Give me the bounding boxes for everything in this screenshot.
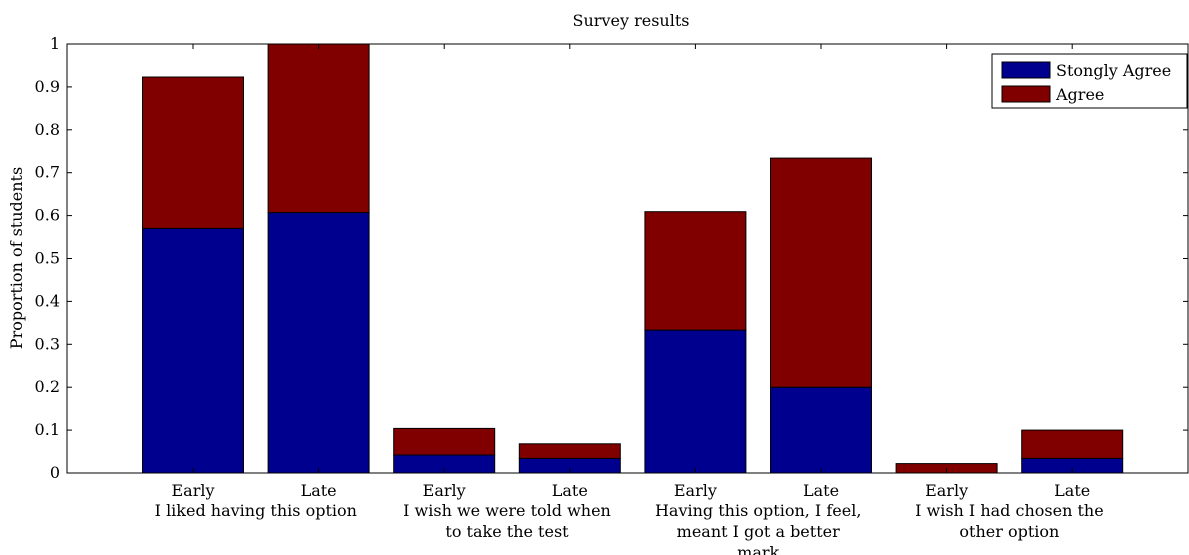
y-tick-label: 0.5 xyxy=(35,249,60,268)
y-tick-label: 0 xyxy=(50,463,60,482)
bar-strongly-agree-4 xyxy=(644,329,747,474)
y-axis-label: Proportion of students xyxy=(7,167,26,349)
group-label-line: I wish we were told when xyxy=(403,501,611,520)
bar-agree-0 xyxy=(142,76,244,229)
legend-label: Stongly Agree xyxy=(1056,61,1171,80)
x-tick-label: Early xyxy=(171,481,214,500)
bar-agree-3 xyxy=(518,443,621,459)
x-tick-label: Late xyxy=(803,481,839,500)
bar-strongly-agree-5 xyxy=(770,386,872,474)
y-tick-label: 0.4 xyxy=(35,291,60,310)
group-label: Having this option, I feel, meant I got a… xyxy=(655,501,861,555)
group-label-line: to take the test xyxy=(445,522,569,541)
group-label-line: meant I got a better xyxy=(677,522,840,541)
bar-agree-5 xyxy=(770,157,872,388)
group-label-line: I wish I had chosen the xyxy=(915,501,1104,520)
y-tick-label: 0.1 xyxy=(35,420,60,439)
group-label: I wish we were told when to take the test xyxy=(403,501,611,541)
y-tick-label: 0.2 xyxy=(35,377,60,396)
bar-agree-7 xyxy=(1021,429,1124,459)
group-label-line: Having this option, I feel, xyxy=(655,501,861,520)
group-label: I wish I had chosen the other option xyxy=(915,501,1104,541)
group-label-line: I liked having this option xyxy=(155,501,357,520)
x-tick-label: Late xyxy=(1054,481,1090,500)
x-tick-label: Early xyxy=(925,481,968,500)
chart-title: Survey results xyxy=(573,11,690,30)
group-label-line: mark xyxy=(737,543,779,555)
y-axis-ticks: 0 0.1 0.2 0.3 0.4 0.5 0.6 0.7 0.8 0.9 1 xyxy=(35,34,1188,482)
x-tick-label: Early xyxy=(423,481,466,500)
y-tick-label: 0.3 xyxy=(35,334,60,353)
legend-swatch xyxy=(1001,61,1051,79)
y-tick-label: 0.8 xyxy=(35,120,60,139)
legend-swatch xyxy=(1001,85,1051,103)
y-tick-label: 1 xyxy=(50,34,60,53)
bar-strongly-agree-1 xyxy=(267,212,370,474)
x-axis-ticks: Early Late Early Late Early Late Early Late xyxy=(171,44,1090,500)
y-tick-label: 0.7 xyxy=(35,163,60,182)
x-tick-label: Early xyxy=(674,481,717,500)
group-label-line: other option xyxy=(959,522,1059,541)
y-tick-label: 0.6 xyxy=(35,206,60,225)
legend: Stongly Agree Agree xyxy=(991,53,1188,109)
x-tick-label: Late xyxy=(301,481,337,500)
bar-strongly-agree-0 xyxy=(142,228,244,474)
x-tick-label: Late xyxy=(552,481,588,500)
group-labels: I liked having this option I wish we were… xyxy=(155,501,1104,555)
legend-label: Agree xyxy=(1055,85,1104,104)
bars-group xyxy=(142,43,1124,474)
group-label: I liked having this option xyxy=(155,501,357,520)
y-tick-label: 0.9 xyxy=(35,77,60,96)
bar-agree-1 xyxy=(267,43,370,214)
bar-agree-4 xyxy=(644,211,747,331)
bar-agree-2 xyxy=(393,427,496,456)
